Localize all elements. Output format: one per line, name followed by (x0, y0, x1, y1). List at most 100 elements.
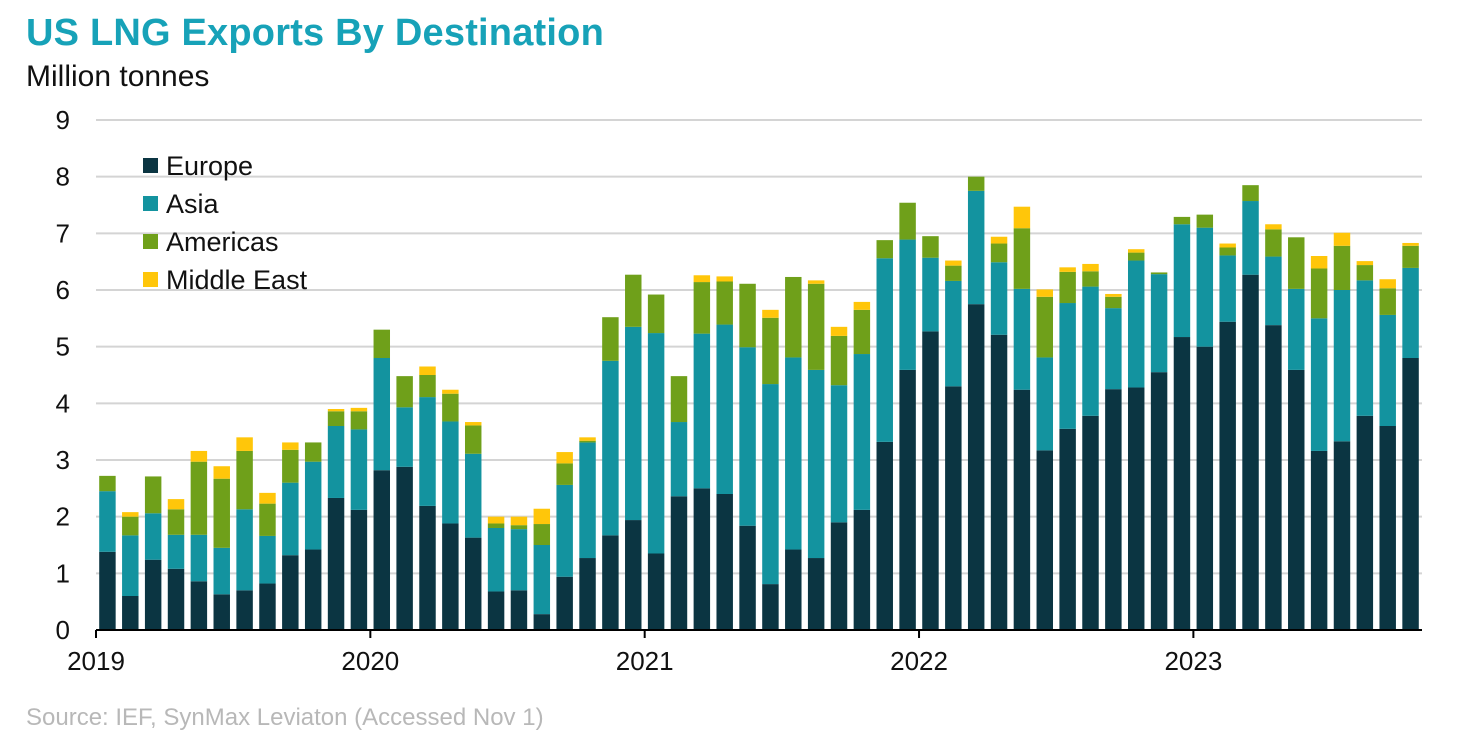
bar-segment-europe (853, 509, 871, 630)
bar-stack (1356, 261, 1374, 630)
bar-segment-asia (533, 545, 551, 615)
bar-stack (967, 176, 985, 630)
bar-segment-americas (373, 329, 391, 358)
bar-segment-americas (510, 525, 528, 530)
y-tick-label: 7 (56, 218, 70, 248)
bar-segment-europe (144, 559, 162, 630)
y-tick-label: 3 (56, 445, 70, 475)
bar-stack (602, 317, 619, 630)
bar-stack (350, 407, 368, 630)
bar-stack (1265, 224, 1282, 630)
bar-segment-europe (1173, 337, 1191, 630)
bar-segment-middle-east (945, 260, 962, 266)
bar-segment-europe (1105, 389, 1122, 630)
bar-segment-europe (190, 581, 208, 630)
bar-segment-europe (122, 596, 139, 630)
legend: Europe Asia Americas Middle East (143, 151, 308, 295)
bar-segment-europe (350, 509, 368, 630)
bar-segment-asia (693, 333, 711, 489)
bar-segment-europe (670, 496, 688, 630)
bar-segment-europe (259, 583, 276, 630)
bar-segment-asia (396, 407, 413, 467)
bar-stack (1082, 263, 1099, 630)
bar-stack (373, 329, 391, 630)
bar-segment-americas (419, 375, 436, 398)
bar-segment-asia (510, 529, 528, 591)
bar-segment-americas (1196, 214, 1214, 228)
legend-swatch (143, 272, 158, 287)
bar-stack (1379, 279, 1396, 630)
bar-segment-middle-east (762, 309, 779, 318)
bar-segment-europe (236, 590, 253, 630)
bar-segment-asia (1310, 318, 1328, 451)
bar-segment-middle-east (327, 409, 345, 412)
bar-segment-middle-east (693, 275, 711, 283)
bar-segment-europe (647, 553, 665, 630)
bar-segment-middle-east (1310, 256, 1328, 269)
bar-segment-asia (236, 509, 253, 591)
bar-segment-asia (762, 384, 779, 585)
bar-segment-americas (442, 393, 459, 422)
bar-segment-middle-east (1105, 293, 1122, 297)
bar-segment-americas (1333, 245, 1351, 290)
x-tick-label: 2022 (890, 646, 948, 676)
bar-segment-europe (716, 494, 733, 630)
bar-segment-europe (373, 470, 391, 630)
bar-segment-europe (487, 591, 505, 630)
bar-segment-middle-east (1082, 263, 1099, 272)
bar-stack (1242, 185, 1259, 630)
bar-segment-americas (1173, 216, 1191, 225)
bar-segment-europe (464, 537, 482, 630)
bar-segment-europe (602, 535, 619, 630)
bar-segment-middle-east (236, 437, 253, 451)
bar-segment-americas (1402, 245, 1419, 268)
bar-stack (990, 236, 1008, 630)
bar-segment-asia (1265, 256, 1282, 326)
bar-segment-americas (1105, 296, 1122, 309)
bar-stack (1219, 243, 1236, 630)
bar-segment-americas (1265, 229, 1282, 257)
bar-segment-americas (1310, 268, 1328, 319)
bar-segment-middle-east (1333, 232, 1351, 246)
bar-segment-europe (762, 584, 779, 630)
bar-segment-asia (1082, 286, 1099, 416)
bar-segment-asia (1196, 227, 1214, 347)
bar-segment-americas (190, 461, 208, 535)
bar-segment-asia (1013, 288, 1031, 390)
bar-segment-europe (785, 549, 802, 630)
bar-segment-middle-east (990, 236, 1008, 244)
bar-segment-europe (556, 576, 573, 630)
bar-stack (853, 301, 871, 630)
bar-stack (1059, 267, 1076, 630)
bar-stack (1333, 232, 1351, 630)
bar-stack (716, 276, 733, 630)
bar-segment-asia (830, 385, 848, 523)
bar-segment-americas (350, 411, 368, 430)
legend-item: Americas (143, 227, 279, 257)
bar-segment-americas (716, 281, 733, 325)
bar-segment-asia (1036, 357, 1054, 451)
bar-stack (442, 389, 459, 630)
bar-stack (396, 376, 413, 630)
bar-segment-middle-east (167, 499, 185, 510)
legend-swatch (143, 158, 158, 173)
legend-item: Middle East (143, 265, 308, 295)
bar-segment-asia (579, 442, 596, 559)
bar-stack (190, 450, 208, 630)
bar-segment-americas (625, 274, 642, 327)
bar-segment-americas (945, 265, 962, 281)
bar-stack (1402, 242, 1419, 630)
bar-segment-middle-east (213, 466, 230, 479)
bar-segment-asia (259, 535, 276, 584)
bar-segment-asia (967, 190, 985, 305)
bar-segment-europe (533, 614, 551, 630)
bar-segment-europe (739, 525, 756, 630)
bar-segment-middle-east (350, 407, 368, 412)
bar-segment-americas (1013, 228, 1031, 289)
bar-segment-europe (876, 441, 893, 630)
bar-segment-europe (1242, 274, 1259, 630)
bar-segment-europe (1333, 441, 1351, 630)
bar-segment-europe (693, 488, 711, 630)
bar-segment-middle-east (1402, 242, 1419, 246)
